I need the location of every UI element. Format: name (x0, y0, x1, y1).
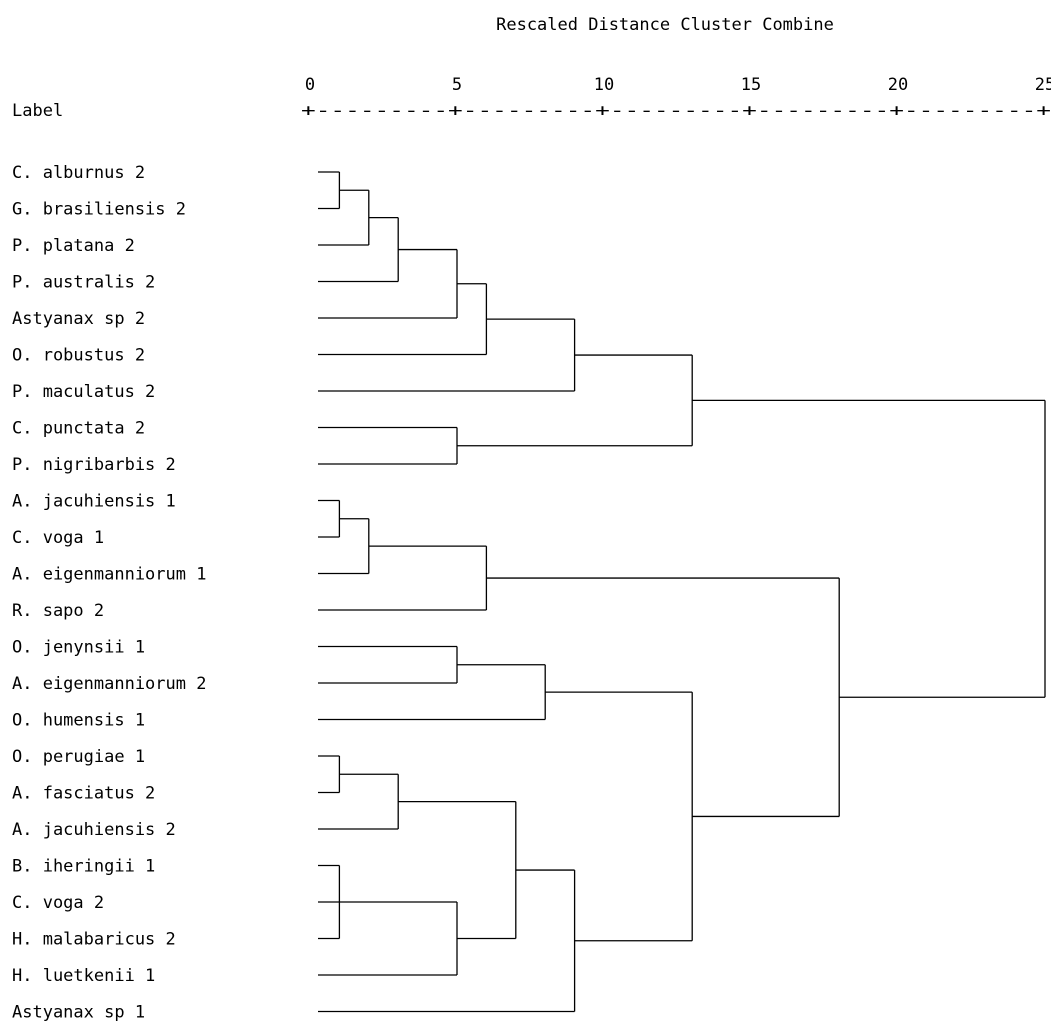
axis-tick-label: 5 (452, 75, 462, 95)
leaf-label: O. robustus 2 (12, 346, 145, 366)
leaf-label: G. brasiliensis 2 (12, 200, 186, 220)
leaf-label: O. humensis 1 (12, 711, 145, 731)
leaf-label: O. perugiae 1 (12, 747, 145, 767)
dendrogram-links (318, 171, 1046, 1013)
axis-tick-labels: 0 5 10 15 20 25 (305, 75, 1051, 95)
label-column-header: Label (12, 101, 63, 121)
axis-tick-label: 0 (305, 75, 315, 95)
leaf-label: B. iheringii 1 (12, 857, 155, 877)
axis-rule: +---------+---------+---------+---------… (301, 101, 1051, 121)
leaf-labels: C. alburnus 2 G. brasiliensis 2 P. platana… (12, 163, 206, 1021)
axis-tick-label: 25 (1035, 75, 1051, 95)
leaf-label: P. australis 2 (12, 273, 155, 293)
leaf-label: C. alburnus 2 (12, 163, 145, 183)
leaf-label: P. nigribarbis 2 (12, 455, 176, 475)
leaf-label: H. malabaricus 2 (12, 930, 176, 950)
leaf-label: H. luetkenii 1 (12, 966, 155, 986)
axis-tick-label: 20 (888, 75, 908, 95)
leaf-label: A. jacuhiensis 1 (12, 492, 176, 512)
leaf-label: C. voga 1 (12, 528, 104, 548)
leaf-label: R. sapo 2 (12, 601, 104, 621)
leaf-label: A. fasciatus 2 (12, 784, 155, 804)
leaf-label: A. eigenmanniorum 2 (12, 674, 206, 694)
leaf-label: A. jacuhiensis 2 (12, 820, 176, 840)
axis-tick-label: 15 (741, 75, 761, 95)
leaf-label: O. jenynsii 1 (12, 638, 145, 658)
chart-title: Rescaled Distance Cluster Combine (496, 15, 834, 35)
leaf-label: Astyanax sp 2 (12, 309, 145, 329)
leaf-label: P. platana 2 (12, 236, 135, 256)
leaf-label: C. punctata 2 (12, 419, 145, 439)
axis-tick-label: 10 (594, 75, 614, 95)
leaf-label: C. voga 2 (12, 893, 104, 913)
leaf-label: A. eigenmanniorum 1 (12, 565, 206, 585)
leaf-label: Astyanax sp 1 (12, 1003, 145, 1021)
leaf-label: P. maculatus 2 (12, 382, 155, 402)
